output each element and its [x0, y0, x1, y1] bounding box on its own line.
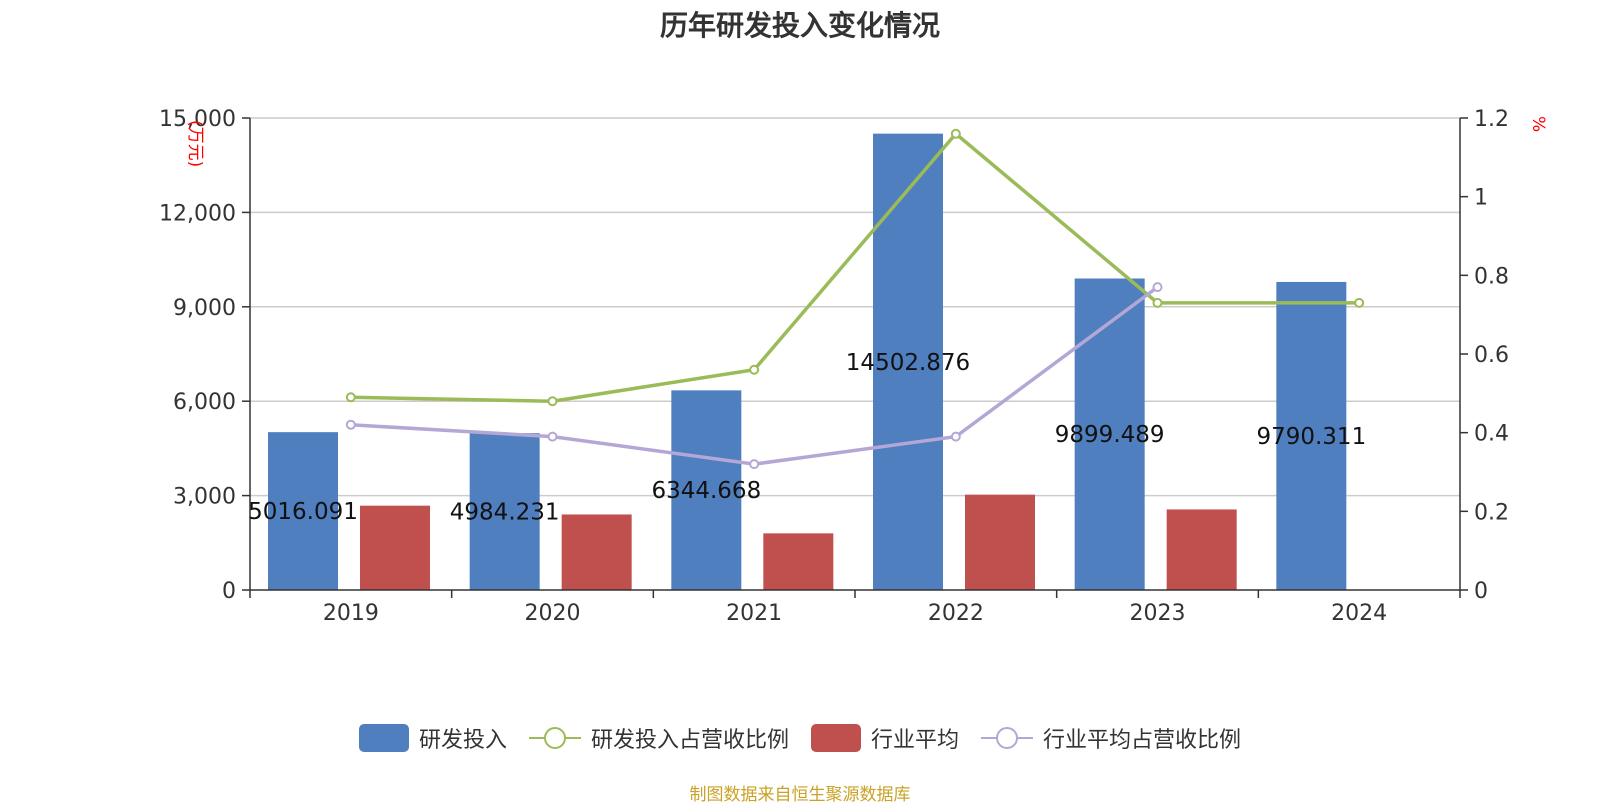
x-tick-label: 2021	[726, 601, 782, 626]
legend: 研发投入 研发投入占营收比例 行业平均 行业平均占营收比例	[0, 722, 1600, 754]
x-tick-label: 2022	[928, 601, 984, 626]
point-rd-ratio	[1152, 297, 1163, 308]
point-industry-ratio	[749, 459, 760, 470]
legend-item-rd-ratio[interactable]: 研发投入占营收比例	[528, 722, 789, 754]
x-tick-label: 2019	[323, 601, 379, 626]
point-rd-ratio	[749, 364, 760, 375]
legend-swatch-rd	[358, 724, 409, 752]
bar-industry	[360, 505, 430, 590]
data-label-rd: 6344.668	[651, 478, 761, 504]
legend-label-rd-ratio: 研发投入占营收比例	[590, 728, 789, 753]
y2-axis-unit: %	[1528, 116, 1548, 132]
bar-rd	[469, 433, 540, 590]
data-label-rd: 14502.876	[846, 350, 970, 376]
legend-label-industry-ratio: 行业平均占营收比例	[1043, 728, 1242, 753]
source-note: 制图数据来自恒生聚源数据库	[689, 785, 911, 805]
bar-industry	[763, 533, 834, 590]
y-axis-unit: (万元)	[185, 120, 205, 167]
bar-rd	[671, 390, 742, 590]
point-industry-ratio	[950, 431, 961, 442]
y2-tick-label: 0.8	[1474, 264, 1509, 289]
y-tick-label: 3,000	[173, 485, 236, 510]
legend-swatch-industry-ratio	[981, 727, 1034, 749]
bar-industry	[561, 514, 632, 590]
data-label-rd: 4984.231	[450, 500, 560, 526]
chart-title: 历年研发投入变化情况	[659, 9, 940, 42]
y2-tick-label: 0	[1474, 579, 1488, 604]
point-industry-ratio	[547, 431, 558, 442]
point-industry-ratio	[345, 419, 356, 430]
x-tick-label: 2020	[525, 601, 581, 626]
bar-industry	[1166, 509, 1237, 590]
point-rd-ratio	[345, 392, 356, 403]
y-tick-label: 9,000	[173, 296, 236, 321]
data-label-rd: 9790.311	[1256, 424, 1366, 450]
data-label-rd: 5016.091	[248, 499, 358, 525]
legend-label-rd: 研发投入	[418, 728, 507, 753]
point-rd-ratio	[547, 396, 558, 407]
bar-rd	[1074, 278, 1145, 590]
bar-rd	[873, 133, 943, 591]
bar-industry	[965, 494, 1035, 590]
y2-tick-label: 0.4	[1474, 422, 1509, 447]
y2-tick-label: 0.2	[1474, 500, 1509, 525]
legend-item-industry-ratio[interactable]: 行业平均占营收比例	[981, 722, 1241, 754]
x-tick-label: 2023	[1130, 601, 1186, 626]
data-label-rd: 9899.489	[1055, 422, 1165, 448]
y-tick-label: 12,000	[159, 201, 236, 226]
line-rd-ratio	[350, 131, 1360, 403]
point-industry-ratio	[1152, 282, 1163, 293]
bar-rd	[1276, 281, 1347, 590]
y-tick-label: 6,000	[173, 390, 236, 415]
legend-label-industry: 行业平均	[871, 728, 960, 753]
point-rd-ratio	[950, 128, 961, 139]
legend-item-industry[interactable]: 行业平均	[811, 722, 959, 754]
y-tick-label: 0	[222, 579, 236, 604]
point-rd-ratio	[1354, 297, 1365, 308]
legend-swatch-industry	[811, 724, 861, 752]
legend-item-rd[interactable]: 研发投入	[358, 722, 507, 754]
x-tick-label: 2024	[1331, 601, 1387, 626]
y2-tick-label: 0.6	[1474, 343, 1509, 368]
y2-tick-label: 1	[1474, 186, 1488, 211]
y2-tick-label: 1.2	[1474, 107, 1509, 132]
bar-rd	[268, 432, 338, 590]
legend-swatch-rd-ratio	[528, 727, 581, 749]
chart-canvas: 0 3,000 6,000 9,000 12,000 15,000 0 0.2 0.4 0.6 0.…	[159, 107, 1548, 626]
y-tick-label: 15,000	[159, 107, 236, 132]
